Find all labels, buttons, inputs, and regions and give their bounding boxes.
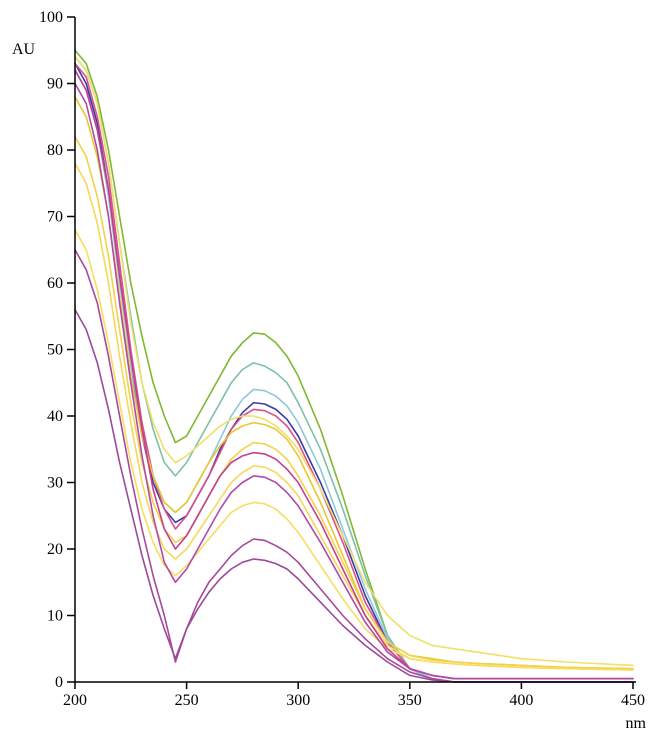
x-tick-label: 400 xyxy=(509,692,533,709)
x-tick-label: 350 xyxy=(398,692,422,709)
series-line-3 xyxy=(74,62,634,683)
series-line-14 xyxy=(74,308,634,683)
series-line-7 xyxy=(74,96,634,670)
series-line-6 xyxy=(74,56,634,667)
x-tick-label: 200 xyxy=(63,692,87,709)
x-tick-label: 250 xyxy=(175,692,199,709)
x-axis-unit-label: nm xyxy=(626,715,647,731)
y-tick-label: 40 xyxy=(47,408,63,425)
y-tick-label: 10 xyxy=(47,608,63,625)
y-tick-label: 0 xyxy=(55,674,63,691)
series-line-12 xyxy=(74,82,634,680)
y-tick-label: 30 xyxy=(47,475,63,492)
series-line-2 xyxy=(74,56,634,683)
x-tick-label: 450 xyxy=(621,692,645,709)
y-axis-unit-label: AU xyxy=(12,41,36,58)
y-tick-label: 80 xyxy=(47,142,63,159)
y-tick-label: 50 xyxy=(47,342,63,359)
y-tick-label: 20 xyxy=(47,541,63,558)
x-tick-label: 300 xyxy=(286,692,310,709)
y-tick-label: 100 xyxy=(39,9,63,26)
y-tick-label: 60 xyxy=(47,275,63,292)
y-tick-label: 70 xyxy=(47,209,63,226)
series-line-8 xyxy=(74,135,634,670)
x-ticks: 200 250 300 350 400 450 xyxy=(63,682,645,709)
series-line-4 xyxy=(74,69,634,683)
series-line-10 xyxy=(74,229,634,671)
y-ticks: 0 10 20 30 40 50 60 70 80 90 100 xyxy=(39,9,75,691)
series-line-13 xyxy=(74,249,634,683)
series-layer xyxy=(74,49,634,683)
y-tick-label: 90 xyxy=(47,76,63,93)
